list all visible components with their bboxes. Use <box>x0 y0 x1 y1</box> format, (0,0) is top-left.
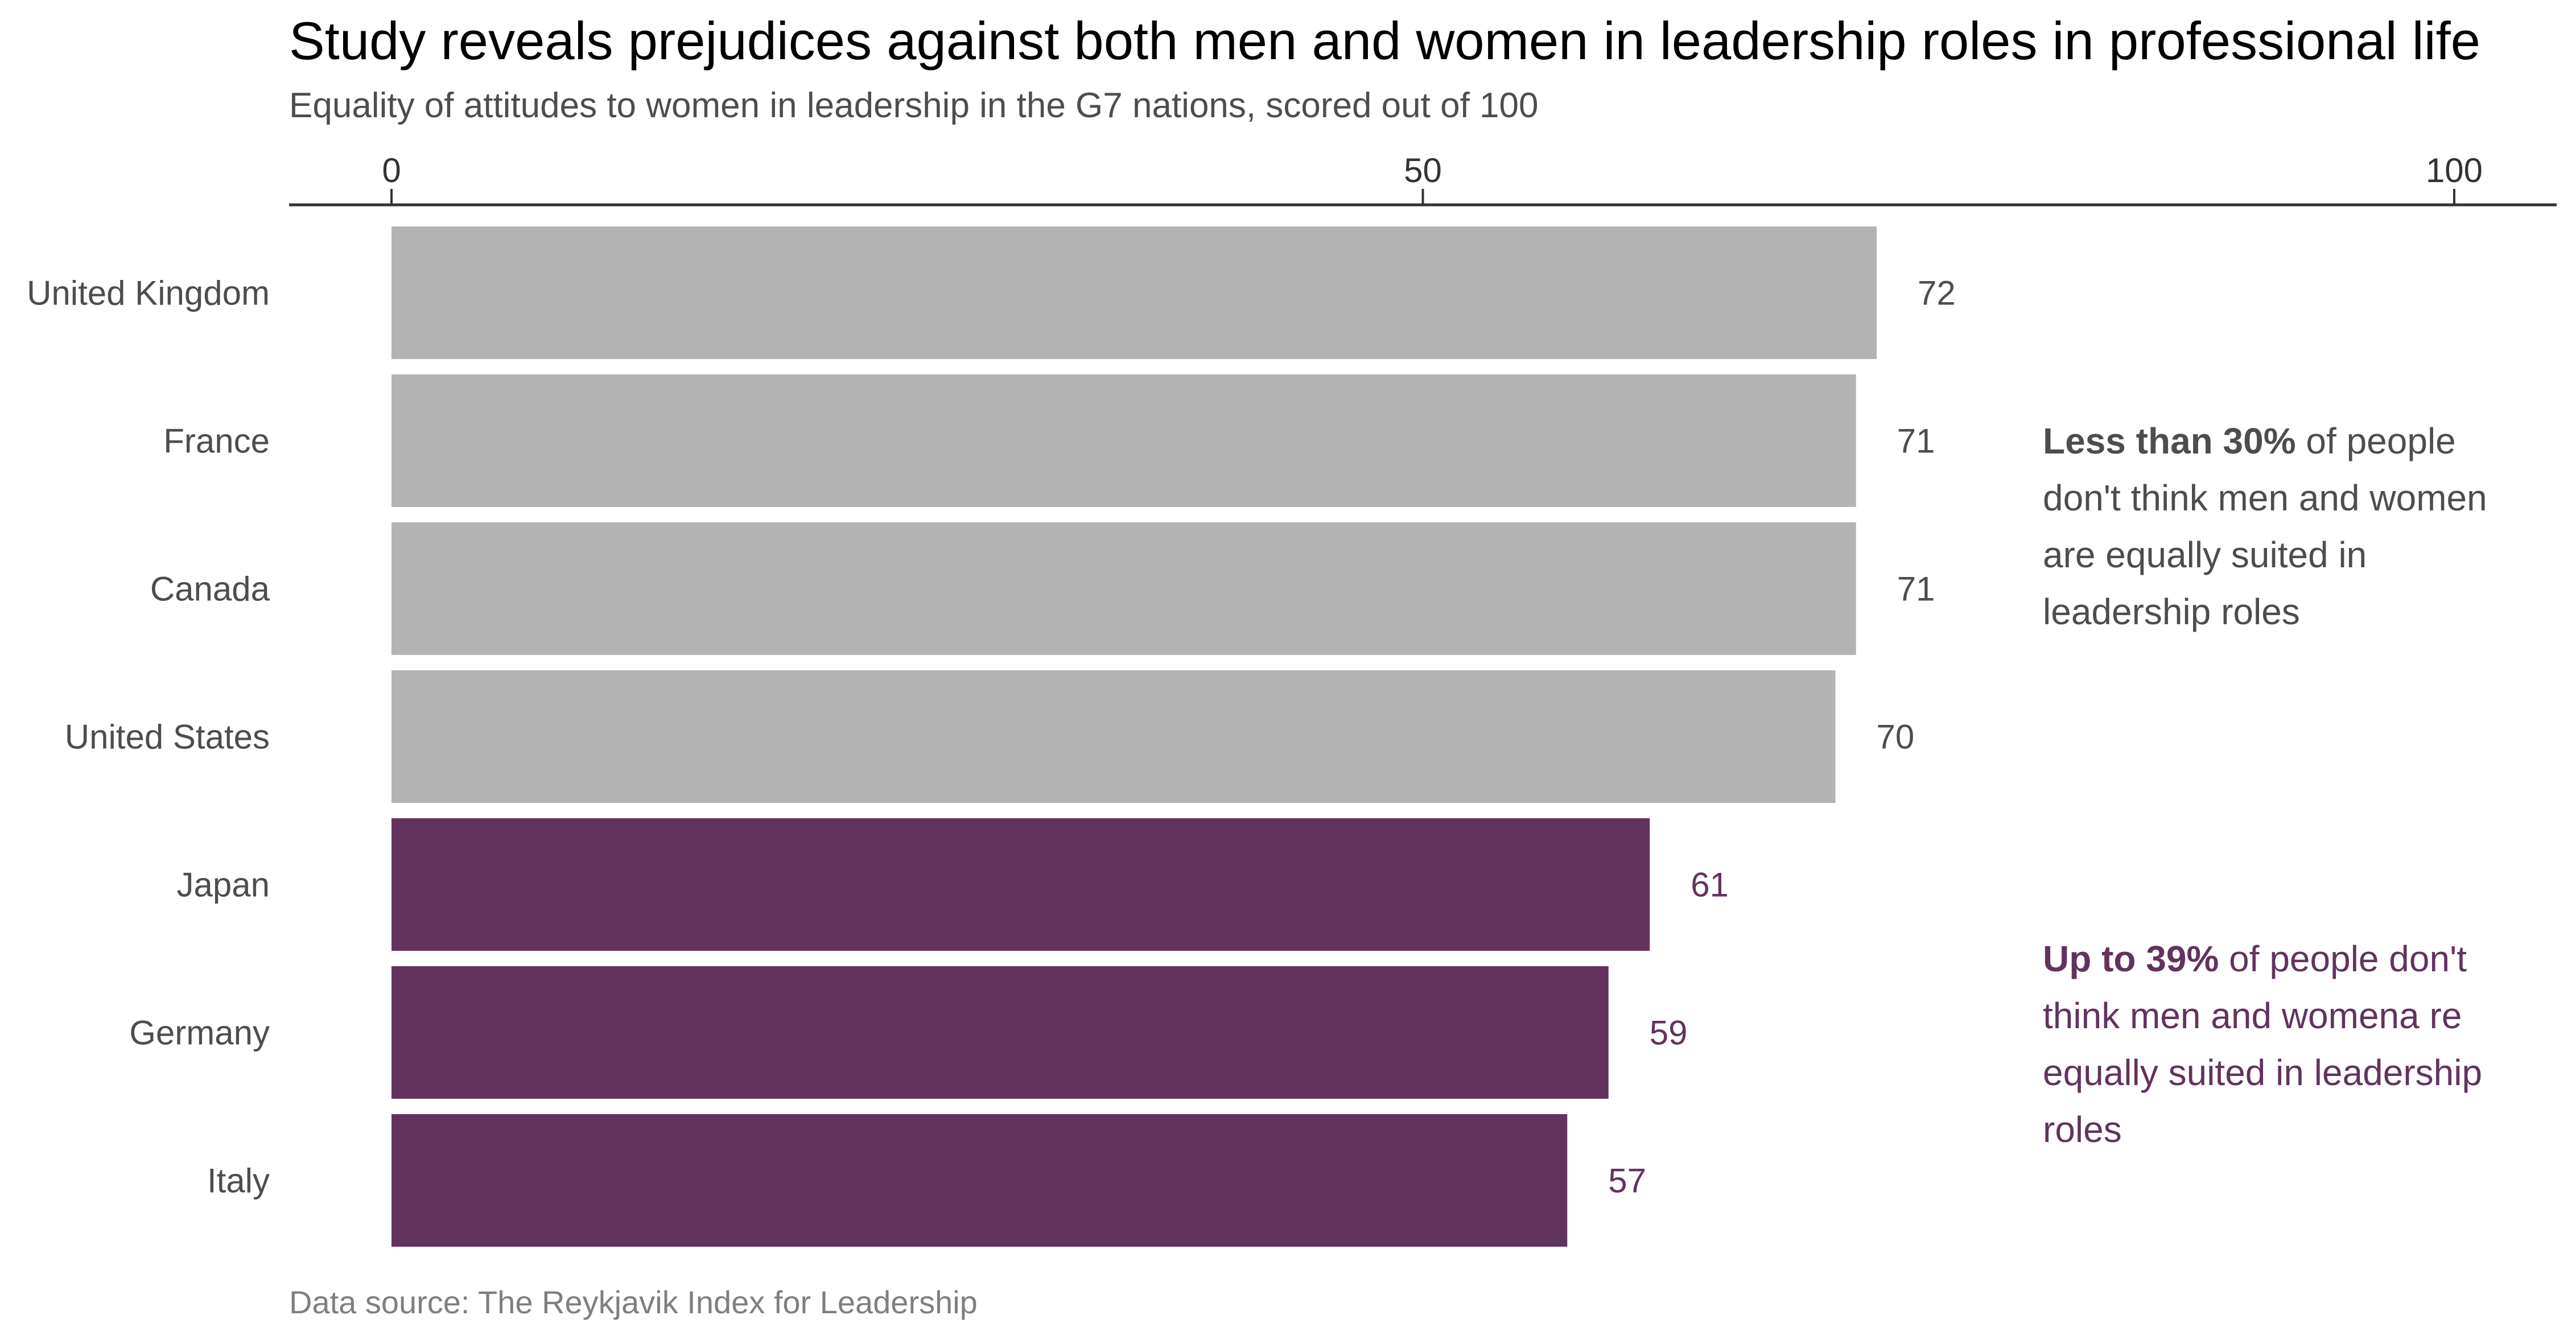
category-label: Germany <box>129 1014 270 1052</box>
category-label: France <box>163 422 270 460</box>
chart-source: Data source: The Reykjavik Index for Lea… <box>289 1284 978 1320</box>
bar <box>391 1114 1568 1247</box>
bar <box>391 818 1650 951</box>
annotation-top-highlight: Less than 30% <box>2043 420 2296 461</box>
bar <box>391 226 1877 359</box>
value-label: 70 <box>1877 718 1915 756</box>
x-tick-label: 50 <box>1404 151 1442 189</box>
bar <box>391 966 1609 1099</box>
annotation-top-text: of people don't think men and women are … <box>2043 420 2487 632</box>
category-label: Canada <box>150 570 270 608</box>
x-tick-label: 100 <box>2426 151 2483 189</box>
annotation-bottom-group: Up to 39% of people don't think men and … <box>2043 930 2532 1158</box>
annotation-bottom-text: of people don't think men and womena re … <box>2043 938 2483 1150</box>
bar <box>391 374 1856 507</box>
value-label: 72 <box>1918 274 1956 312</box>
annotation-top-group: Less than 30% of people don't think men … <box>2043 413 2532 640</box>
x-tick-label: 0 <box>382 151 401 189</box>
chart-title: Study reveals prejudices against both me… <box>289 11 2480 71</box>
chart-subtitle: Equality of attitudes to women in leader… <box>289 86 1539 125</box>
bar <box>391 522 1856 655</box>
category-label: United States <box>65 718 270 756</box>
value-label: 61 <box>1691 866 1729 904</box>
bar <box>391 670 1836 803</box>
value-label: 71 <box>1897 570 1935 608</box>
value-label: 59 <box>1650 1014 1688 1052</box>
annotation-bottom-highlight: Up to 39% <box>2043 938 2219 979</box>
category-label: United Kingdom <box>27 274 270 312</box>
category-label: Italy <box>207 1162 270 1200</box>
value-label: 71 <box>1897 422 1935 460</box>
category-label: Japan <box>177 866 270 904</box>
value-label: 57 <box>1608 1162 1646 1200</box>
